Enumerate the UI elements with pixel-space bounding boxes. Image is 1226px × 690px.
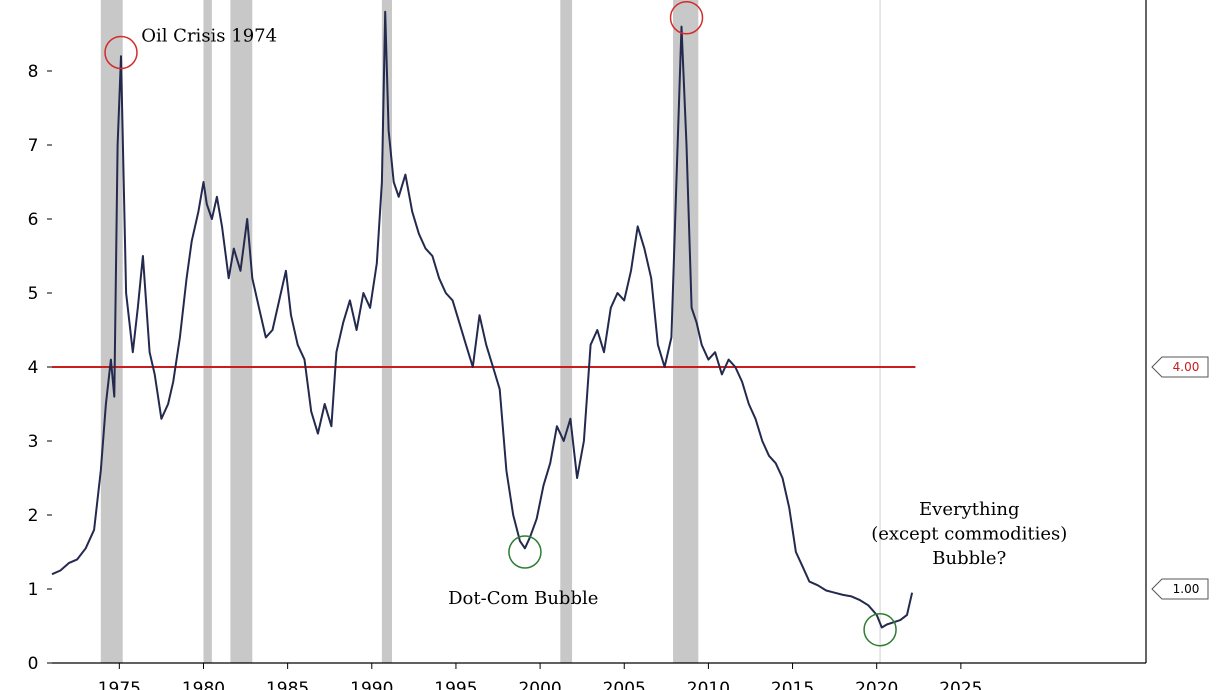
recession-band — [203, 0, 212, 663]
x-tick-label: 2020 — [855, 679, 898, 690]
x-tick-label: 2000 — [518, 679, 561, 690]
y-tick-label: 4 — [28, 358, 39, 378]
recession-band — [230, 0, 253, 663]
value-tag — [1151, 356, 1209, 378]
y-tick-label: 1 — [28, 580, 39, 600]
annotation-text: Dot-Com Bubble — [448, 588, 598, 609]
x-tick-label: 2015 — [771, 679, 814, 690]
x-tick-label: 1990 — [350, 679, 393, 690]
value-tag-label: 1.00 — [1173, 582, 1200, 596]
y-tick-label: 6 — [28, 210, 39, 230]
x-tick-label: 1980 — [182, 679, 225, 690]
x-tick-label: 2005 — [603, 679, 646, 690]
reference-lines: 4.00 1.00 — [52, 356, 1209, 600]
axes — [52, 0, 1147, 664]
y-tick-label: 3 — [28, 432, 39, 452]
value-tag-label: 4.00 — [1173, 360, 1200, 374]
x-axis-ticks: 1975 1980 1985 1990 1995 2000 2005 2010 2015 2020… — [98, 663, 982, 690]
highlight-circle-red — [104, 35, 138, 70]
recession-band — [560, 0, 573, 663]
highlight-circle-green — [508, 535, 542, 569]
x-tick-label: 1995 — [434, 679, 477, 690]
highlight-circle-green — [863, 612, 897, 647]
y-tick-label: 2 — [28, 506, 39, 526]
y-axis-ticks: 0 1 2 3 4 5 6 7 8 — [28, 62, 52, 674]
highlight-circles — [104, 0, 897, 647]
annotations: Oil Crisis 1974 Dot-Com Bubble Everything (… — [141, 25, 1067, 608]
y-tick-label: 5 — [28, 284, 39, 304]
x-tick-label: 2010 — [687, 679, 730, 690]
value-tag — [1151, 578, 1209, 600]
y-tick-label: 8 — [28, 62, 39, 82]
annotation-text: (except commodities) — [871, 523, 1067, 544]
series-layer — [51, 10, 914, 629]
highlight-circle-red — [669, 0, 704, 35]
series-line — [51, 10, 914, 629]
y-tick-label: 7 — [28, 136, 39, 156]
recession-bands — [100, 0, 699, 663]
x-tick-label: 1985 — [266, 679, 309, 690]
annotation-text: Everything — [919, 499, 1019, 520]
recession-band — [673, 0, 699, 663]
recession-band — [381, 0, 392, 663]
x-tick-label: 2025 — [939, 679, 982, 690]
y-tick-label: 0 — [28, 654, 39, 674]
annotation-text: Bubble? — [932, 548, 1006, 569]
x-tick-label: 1975 — [98, 679, 141, 690]
annotation-text: Oil Crisis 1974 — [141, 25, 277, 46]
